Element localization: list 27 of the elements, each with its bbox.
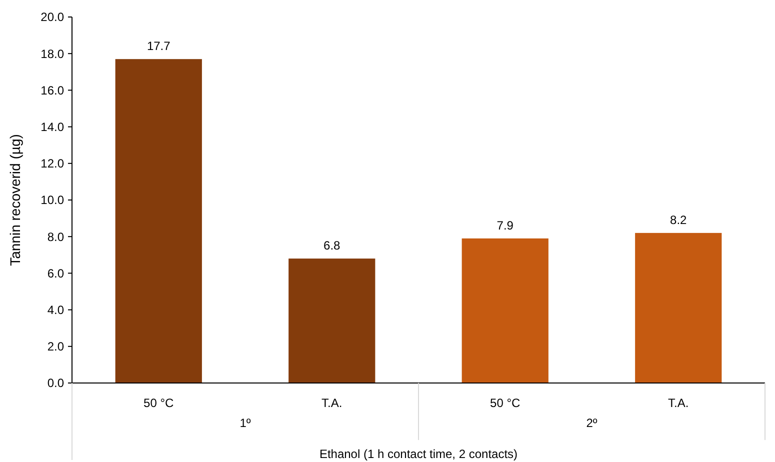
y-axis-title: Tannin recoverid (µg)	[7, 134, 23, 266]
text: 2º	[586, 416, 598, 430]
y-tick-label: 16.0	[40, 83, 64, 98]
data-label: 8.2	[670, 212, 688, 227]
text: 1º	[240, 416, 252, 430]
y-tick-label: 8.0	[47, 230, 64, 244]
data-label: 7.9	[496, 218, 514, 232]
x-tick-label: T.A.	[322, 396, 342, 410]
bar	[635, 232, 722, 383]
y-tick-label: 2.0	[47, 340, 64, 354]
bar	[288, 258, 376, 383]
y-tick-label: 12.0	[40, 156, 64, 171]
y-tick-label: 0.0	[47, 376, 64, 390]
bar	[462, 238, 548, 383]
data-label: 6.8	[324, 238, 341, 253]
y-tick-label: 14.0	[40, 120, 64, 134]
y-tick-label: 4.0	[47, 303, 64, 317]
x-tick-label: T.A.	[668, 396, 689, 410]
y-tick-label: 20.0	[40, 10, 64, 24]
y-tick-label: 6.0	[47, 266, 64, 280]
x-tick-label: 50 °C	[144, 396, 174, 410]
x-axis-title: Ethanol (1 h contact time, 2 contacts)	[319, 447, 518, 461]
bar	[115, 59, 202, 383]
y-tick-label: 18.0	[40, 46, 64, 61]
data-label: 17.7	[146, 39, 171, 54]
y-tick-label: 10.0	[40, 193, 64, 208]
x-tick-label: 50 °C	[490, 396, 521, 410]
